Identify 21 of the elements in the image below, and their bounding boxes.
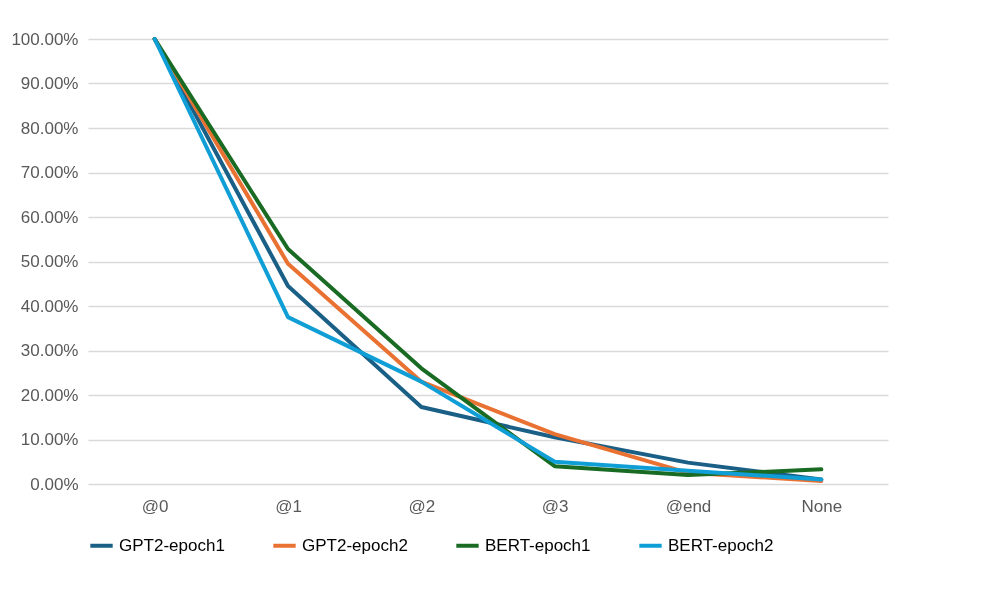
x-tick-label: @end (665, 496, 712, 516)
x-tick-label: @1 (275, 496, 302, 516)
legend-label: BERT-epoch2 (668, 535, 774, 555)
legend-label: GPT2-epoch2 (302, 535, 408, 555)
x-tick-label: @0 (141, 496, 169, 516)
y-tick-label: 0.00% (30, 474, 79, 494)
x-tick-label: None (801, 496, 843, 516)
y-tick-label: 100.00% (11, 29, 79, 49)
y-tick-label: 40.00% (20, 296, 79, 316)
legend-label: GPT2-epoch1 (119, 535, 225, 555)
y-tick-label: 70.00% (20, 163, 79, 182)
y-tick-label: 30.00% (20, 341, 79, 360)
y-tick-label: 80.00% (20, 118, 79, 138)
y-tick-label: 10.00% (20, 430, 79, 449)
y-tick-label: 90.00% (20, 74, 79, 93)
y-tick-label: 20.00% (20, 385, 79, 405)
x-tick-label: @2 (408, 496, 436, 516)
legend-label: BERT-epoch1 (485, 535, 591, 555)
x-tick-label: @3 (541, 496, 569, 516)
y-tick-label: 50.00% (20, 252, 79, 271)
y-tick-label: 60.00% (20, 207, 79, 227)
